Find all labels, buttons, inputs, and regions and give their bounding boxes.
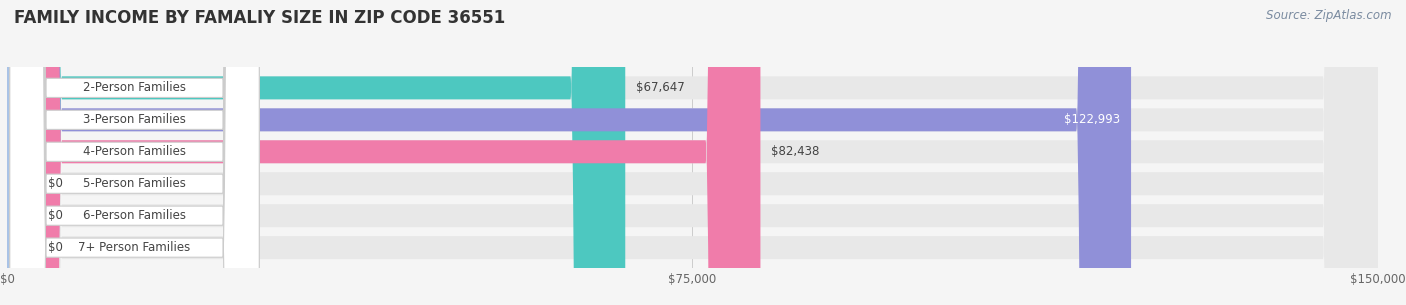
- FancyBboxPatch shape: [10, 0, 259, 305]
- FancyBboxPatch shape: [7, 0, 37, 305]
- Text: 2-Person Families: 2-Person Families: [83, 81, 186, 94]
- FancyBboxPatch shape: [7, 0, 1378, 305]
- FancyBboxPatch shape: [7, 0, 1378, 305]
- Text: $82,438: $82,438: [772, 145, 820, 158]
- Text: $0: $0: [48, 241, 63, 254]
- Text: 7+ Person Families: 7+ Person Families: [79, 241, 191, 254]
- FancyBboxPatch shape: [10, 0, 259, 305]
- FancyBboxPatch shape: [7, 0, 761, 305]
- FancyBboxPatch shape: [7, 0, 1378, 305]
- FancyBboxPatch shape: [7, 0, 37, 305]
- FancyBboxPatch shape: [7, 0, 1130, 305]
- FancyBboxPatch shape: [7, 0, 37, 305]
- Text: Source: ZipAtlas.com: Source: ZipAtlas.com: [1267, 9, 1392, 22]
- Text: $122,993: $122,993: [1064, 113, 1121, 126]
- Text: FAMILY INCOME BY FAMALIY SIZE IN ZIP CODE 36551: FAMILY INCOME BY FAMALIY SIZE IN ZIP COD…: [14, 9, 505, 27]
- FancyBboxPatch shape: [10, 0, 259, 305]
- FancyBboxPatch shape: [7, 0, 626, 305]
- FancyBboxPatch shape: [10, 0, 259, 305]
- FancyBboxPatch shape: [10, 0, 259, 305]
- Text: $67,647: $67,647: [637, 81, 685, 94]
- Text: $0: $0: [48, 209, 63, 222]
- FancyBboxPatch shape: [7, 0, 1378, 305]
- Text: 4-Person Families: 4-Person Families: [83, 145, 186, 158]
- Text: 5-Person Families: 5-Person Families: [83, 177, 186, 190]
- FancyBboxPatch shape: [7, 0, 1378, 305]
- FancyBboxPatch shape: [10, 0, 259, 305]
- FancyBboxPatch shape: [7, 0, 1378, 305]
- Text: 3-Person Families: 3-Person Families: [83, 113, 186, 126]
- Text: $0: $0: [48, 177, 63, 190]
- Text: 6-Person Families: 6-Person Families: [83, 209, 186, 222]
